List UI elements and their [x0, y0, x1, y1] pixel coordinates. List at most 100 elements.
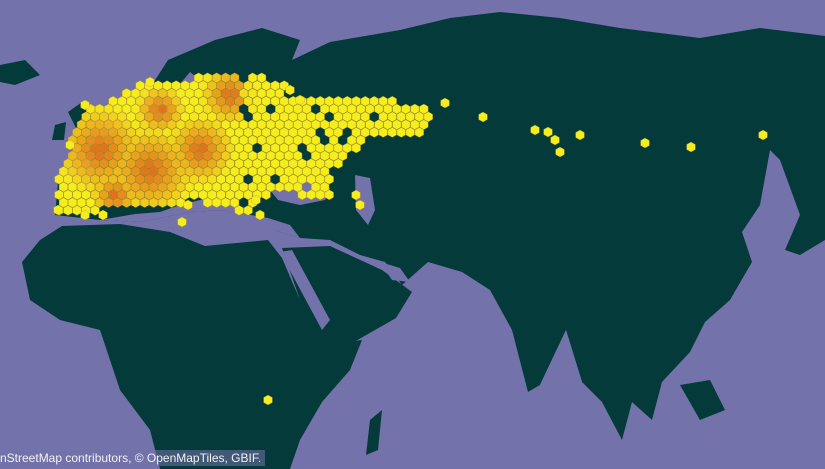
occurrence-hex[interactable]: [153, 142, 163, 154]
occurrence-hex[interactable]: [194, 150, 204, 161]
occurrence-hex[interactable]: [153, 189, 163, 200]
occurrence-hex[interactable]: [351, 111, 361, 122]
occurrence-hex[interactable]: [207, 80, 217, 91]
occurrence-hex[interactable]: [374, 119, 384, 130]
occurrence-hex[interactable]: [153, 158, 163, 169]
occurrence-hex[interactable]: [369, 127, 379, 138]
occurrence-hex[interactable]: [216, 111, 226, 122]
occurrence-hex[interactable]: [302, 103, 312, 115]
occurrence-hex[interactable]: [234, 158, 244, 169]
occurrence-hex[interactable]: [261, 80, 271, 91]
occurrence-hex[interactable]: [171, 111, 181, 122]
occurrence-hex[interactable]: [95, 119, 105, 130]
occurrence-hex[interactable]: [230, 119, 240, 130]
occurrence-hex[interactable]: [90, 205, 100, 216]
occurrence-hex[interactable]: [126, 174, 136, 185]
occurrence-hex[interactable]: [104, 135, 114, 146]
occurrence-hex[interactable]: [297, 158, 307, 169]
occurrence-hex[interactable]: [279, 158, 289, 169]
occurrence-hex[interactable]: [355, 199, 365, 211]
occurrence-hex[interactable]: [212, 181, 222, 193]
occurrence-hex[interactable]: [158, 135, 168, 146]
occurrence-hex[interactable]: [324, 127, 334, 138]
occurrence-hex[interactable]: [311, 135, 321, 146]
occurrence-hex[interactable]: [108, 142, 118, 154]
occurrence-hex[interactable]: [257, 88, 267, 99]
occurrence-hex[interactable]: [176, 197, 186, 208]
occurrence-hex[interactable]: [180, 111, 190, 122]
occurrence-hex[interactable]: [419, 103, 429, 115]
occurrence-hex[interactable]: [90, 142, 100, 154]
occurrence-hex[interactable]: [198, 127, 208, 138]
occurrence-hex[interactable]: [198, 174, 208, 185]
occurrence-hex[interactable]: [67, 181, 78, 193]
occurrence-hex[interactable]: [80, 209, 90, 221]
occurrence-hex[interactable]: [76, 119, 87, 130]
occurrence-hex[interactable]: [126, 127, 136, 138]
occurrence-hex[interactable]: [135, 80, 145, 91]
occurrence-hex[interactable]: [189, 189, 199, 200]
occurrence-hex[interactable]: [140, 119, 150, 130]
occurrence-hex[interactable]: [234, 189, 244, 200]
occurrence-hex[interactable]: [126, 189, 136, 200]
occurrence-hex[interactable]: [167, 103, 177, 115]
occurrence-hex[interactable]: [108, 158, 118, 169]
occurrence-hex[interactable]: [324, 96, 334, 107]
occurrence-hex[interactable]: [108, 189, 118, 200]
occurrence-hex[interactable]: [162, 174, 172, 185]
occurrence-hex[interactable]: [270, 158, 280, 169]
occurrence-hex[interactable]: [98, 209, 108, 221]
occurrence-hex[interactable]: [263, 394, 273, 406]
occurrence-hex[interactable]: [72, 127, 82, 138]
occurrence-hex[interactable]: [297, 127, 307, 138]
occurrence-hex[interactable]: [351, 189, 361, 201]
occurrence-hex[interactable]: [158, 166, 168, 177]
occurrence-hex[interactable]: [108, 111, 118, 122]
occurrence-hex[interactable]: [255, 209, 265, 221]
occurrence-hex[interactable]: [81, 174, 91, 185]
occurrence-hex[interactable]: [86, 150, 96, 161]
occurrence-hex[interactable]: [320, 181, 330, 193]
occurrence-hex[interactable]: [203, 181, 213, 193]
occurrence-hex[interactable]: [257, 103, 267, 115]
occurrence-hex[interactable]: [311, 166, 321, 177]
occurrence-hex[interactable]: [284, 166, 294, 177]
occurrence-hex[interactable]: [126, 142, 136, 154]
occurrence-hex[interactable]: [135, 142, 145, 154]
occurrence-hex[interactable]: [410, 103, 420, 115]
occurrence-hex[interactable]: [347, 119, 357, 130]
occurrence-hex[interactable]: [76, 135, 87, 146]
occurrence-hex[interactable]: [207, 96, 217, 107]
occurrence-hex[interactable]: [302, 119, 312, 130]
occurrence-hex[interactable]: [95, 135, 105, 146]
occurrence-hex[interactable]: [167, 150, 177, 161]
occurrence-hex[interactable]: [140, 103, 150, 115]
occurrence-hex[interactable]: [76, 197, 87, 208]
occurrence-hex[interactable]: [212, 135, 222, 146]
occurrence-hex[interactable]: [162, 158, 172, 169]
occurrence-hex[interactable]: [275, 166, 285, 177]
occurrence-hex[interactable]: [149, 197, 159, 208]
occurrence-hex[interactable]: [225, 111, 235, 122]
occurrence-hex[interactable]: [67, 197, 78, 208]
occurrence-hex[interactable]: [76, 166, 87, 177]
occurrence-hex[interactable]: [356, 135, 366, 146]
occurrence-hex[interactable]: [194, 103, 204, 115]
occurrence-hex[interactable]: [153, 174, 163, 185]
occurrence-hex[interactable]: [144, 127, 154, 138]
occurrence-hex[interactable]: [230, 181, 240, 193]
occurrence-hex[interactable]: [555, 146, 565, 158]
occurrence-hex[interactable]: [401, 119, 411, 130]
occurrence-hex[interactable]: [333, 96, 343, 107]
occurrence-hex[interactable]: [162, 96, 172, 107]
occurrence-hex[interactable]: [329, 150, 339, 161]
occurrence-hex[interactable]: [117, 96, 127, 107]
occurrence-hex[interactable]: [54, 174, 64, 185]
occurrence-hex[interactable]: [135, 96, 145, 107]
occurrence-hex[interactable]: [194, 72, 204, 83]
occurrence-hex[interactable]: [288, 174, 298, 185]
occurrence-hex[interactable]: [149, 166, 159, 177]
occurrence-hex[interactable]: [81, 111, 91, 122]
occurrence-hex[interactable]: [198, 96, 208, 107]
occurrence-hex[interactable]: [306, 158, 316, 169]
